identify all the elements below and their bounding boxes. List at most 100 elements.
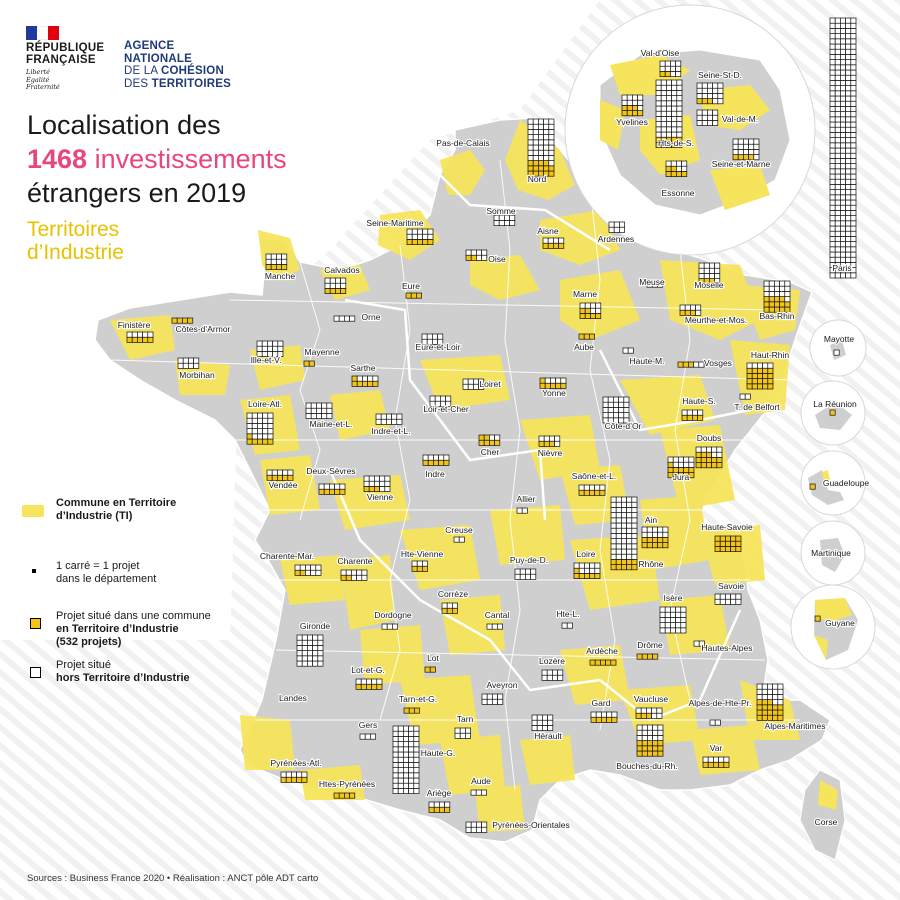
square-grid (696, 109, 719, 126)
project-square-out-ti (647, 724, 653, 731)
project-square-out-ti (408, 725, 415, 732)
project-square-out-ti (615, 533, 622, 539)
project-square-out-ti (711, 451, 718, 458)
project-square-out-ti (829, 189, 836, 196)
project-square-out-ti (829, 272, 836, 279)
project-square-out-ti (631, 517, 638, 524)
project-square-out-ti (646, 526, 653, 533)
project-square-out-ti (396, 413, 403, 420)
project-square-out-ti (548, 139, 555, 146)
project-square-out-ti (623, 396, 630, 403)
project-square-out-ti (465, 826, 472, 833)
legend-out-line-2: hors Territoire d’Industrie (56, 672, 190, 684)
project-square-out-ti (850, 106, 857, 112)
project-square-in-ti (688, 467, 695, 473)
project-square-out-ti (305, 564, 311, 571)
project-square-in-ti (532, 165, 539, 172)
project-square-out-ti (777, 688, 784, 695)
square-grid (318, 483, 346, 495)
project-square-out-ti (613, 412, 619, 419)
project-square-out-ti (615, 548, 622, 555)
square-grid (375, 413, 403, 425)
project-square-in-ti (594, 489, 601, 496)
project-square-out-ti (486, 623, 493, 630)
project-square-in-ti (688, 472, 695, 479)
project-square-out-ti (408, 777, 415, 784)
project-square-in-ti (767, 699, 773, 706)
square-grid (659, 60, 682, 77)
project-square-out-ti (850, 189, 857, 196)
project-square-in-ti (767, 373, 774, 379)
project-square-out-ti (681, 160, 688, 167)
department-label: Htes-Pyrénées (319, 779, 375, 789)
project-square-out-ti (147, 331, 154, 338)
project-square-out-ti (779, 280, 786, 287)
project-square-in-ti (182, 317, 188, 324)
project-square-out-ti (137, 331, 143, 338)
project-square-out-ti (538, 144, 544, 151)
project-square-in-ti (131, 336, 138, 343)
project-square-in-ti (762, 373, 769, 379)
project-square-out-ti (680, 617, 687, 623)
anct-line-3b: COHÉSION (161, 65, 224, 77)
project-square-in-ti (706, 451, 712, 458)
project-square-out-ti (666, 95, 672, 102)
project-square-out-ti (763, 291, 770, 297)
project-square-out-ti (589, 562, 596, 569)
project-square-out-ti (834, 163, 841, 170)
square-grid (422, 454, 450, 466)
department-label: Isère (664, 593, 683, 603)
project-square-in-ti (547, 242, 554, 249)
project-square-in-ti (635, 712, 642, 719)
project-square-out-ti (829, 147, 836, 154)
project-square-out-ti (411, 233, 418, 240)
square-grid (679, 304, 702, 316)
project-square-out-ti (696, 120, 703, 126)
department-label: Hte-Vienne (401, 549, 444, 559)
project-square-out-ti (621, 94, 628, 101)
project-square-out-ti (676, 90, 683, 96)
project-square-out-ti (615, 522, 622, 529)
project-square-out-ti (845, 246, 852, 253)
project-square-out-ti (552, 674, 558, 681)
project-square-out-ti (542, 237, 549, 244)
project-square-out-ti (391, 413, 398, 420)
project-square-out-ti (282, 469, 289, 476)
project-square-in-ti (757, 383, 763, 390)
project-square-in-ti (351, 380, 358, 387)
project-square-out-ti (516, 507, 523, 514)
square-grid (428, 801, 451, 813)
project-square-out-ti (829, 116, 836, 123)
department-label: Lot (427, 653, 439, 663)
project-square-in-ti (761, 704, 768, 711)
project-square-out-ti (829, 59, 836, 66)
project-square-out-ti (427, 454, 434, 461)
project-square-out-ti (845, 132, 852, 138)
square-grid (355, 678, 383, 690)
project-square-out-ti (397, 788, 404, 794)
project-square-out-ti (676, 95, 683, 102)
project-square-out-ti (660, 126, 667, 133)
project-square-out-ti (413, 767, 420, 774)
project-square-out-ti (845, 28, 852, 34)
project-square-in-ti (549, 440, 555, 447)
project-square-out-ti (845, 95, 852, 102)
project-square-out-ti (548, 149, 555, 156)
square-grid (621, 94, 644, 117)
project-square-out-ti (193, 357, 200, 364)
flag-icon (26, 26, 59, 40)
project-square-in-ti (606, 716, 613, 723)
project-square-out-ti (489, 434, 495, 441)
project-square-in-ti (429, 666, 436, 673)
square-grid (421, 333, 444, 345)
project-square-out-ti (659, 622, 666, 629)
department-label: Doubs (697, 433, 722, 443)
project-square-out-ti (618, 401, 625, 408)
project-square-out-ti (476, 249, 482, 256)
project-square-out-ti (850, 163, 857, 170)
project-square-in-ti (532, 160, 539, 167)
department-label: Yvelines (616, 117, 648, 127)
project-square-in-ti (483, 439, 490, 446)
project-square-out-ti (497, 698, 504, 705)
project-square-out-ti (659, 627, 666, 634)
